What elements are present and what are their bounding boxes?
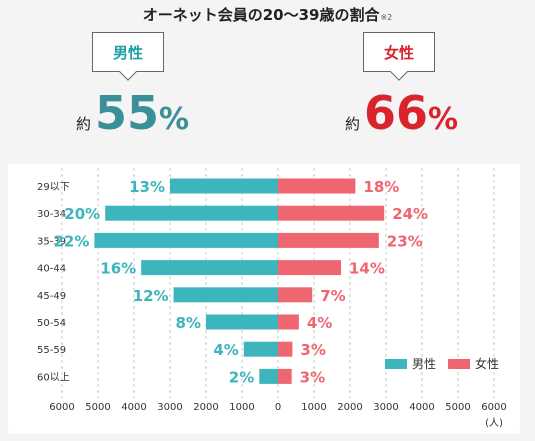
bar-female <box>278 341 293 357</box>
bar-male <box>206 314 278 330</box>
x-tick-label: 2000 <box>337 402 362 413</box>
data-label-female: 3% <box>300 341 325 359</box>
data-label-male: 22% <box>53 232 89 250</box>
male-badge: 男性 <box>92 32 164 72</box>
data-label-female: 4% <box>307 314 332 332</box>
male-unit: % <box>159 102 190 137</box>
x-tick-label: 4000 <box>409 402 434 413</box>
data-label-male: 13% <box>129 178 165 196</box>
x-tick-label: 6000 <box>49 402 74 413</box>
bar-male <box>94 232 279 248</box>
category-label: 29以下 <box>37 182 70 193</box>
category-label: 60以上 <box>37 371 70 383</box>
bar-female <box>278 314 299 330</box>
category-label: 55-59 <box>37 345 66 356</box>
legend-label-male: 男性 <box>412 357 437 371</box>
data-label-female: 3% <box>300 368 325 386</box>
bar-male <box>141 260 278 276</box>
category-label: 45-49 <box>37 291 66 302</box>
chart-panel: 29以下 13% 18% 30-34 20% 24% 35-39 22% 23% 40-44 16%… <box>8 164 520 434</box>
category-label: 30-34 <box>37 209 66 220</box>
bar-female <box>278 178 356 194</box>
bar-female <box>278 368 292 384</box>
data-label-male: 8% <box>176 314 201 332</box>
bar-female <box>278 260 341 276</box>
data-label-female: 7% <box>320 287 345 305</box>
chart-title: オーネット会員の20～39歳の割合※2 <box>142 6 393 24</box>
x-axis-unit: (人) <box>485 417 503 429</box>
male-approx-label: 約 <box>76 115 92 133</box>
legend-swatch-female <box>448 358 471 369</box>
bar-male <box>170 178 278 194</box>
legend-label-female: 女性 <box>475 357 500 371</box>
category-label: 35-39 <box>37 236 66 247</box>
data-label-female: 24% <box>392 205 428 223</box>
x-tick-label: 4000 <box>121 402 146 413</box>
bar-female <box>278 205 385 221</box>
bar-male <box>243 341 278 357</box>
data-label-female: 23% <box>387 232 423 250</box>
bar-male <box>105 205 278 221</box>
x-tick-label: 3000 <box>373 402 398 413</box>
data-label-male: 12% <box>133 287 169 305</box>
data-label-male: 16% <box>100 260 136 278</box>
data-label-female: 14% <box>349 260 385 278</box>
x-tick-label: 5000 <box>445 402 470 413</box>
x-tick-label: 2000 <box>193 402 218 413</box>
female-badge: 女性 <box>363 32 435 72</box>
female-percentage: 約 66 % <box>345 90 458 137</box>
data-label-female: 18% <box>363 178 399 196</box>
bar-female <box>278 287 313 303</box>
x-tick-label: 5000 <box>85 402 110 413</box>
bar-male <box>259 368 278 384</box>
female-approx-label: 約 <box>345 115 361 133</box>
x-tick-label: 6000 <box>481 402 506 413</box>
female-value: 66 <box>364 86 429 140</box>
legend-item-female: 女性 <box>448 355 499 372</box>
x-tick-label: 1000 <box>229 402 254 413</box>
bar-male <box>173 287 278 303</box>
male-percentage: 約 55 % <box>76 90 189 137</box>
category-label: 40-44 <box>37 264 66 275</box>
title-note: ※2 <box>380 13 393 22</box>
category-label: 50-54 <box>37 318 66 329</box>
data-label-male: 2% <box>229 368 254 386</box>
data-label-male: 4% <box>213 341 238 359</box>
x-tick-label: 3000 <box>157 402 182 413</box>
data-label-male: 20% <box>64 205 100 223</box>
x-tick-label: 0 <box>275 402 281 413</box>
x-tick-label: 1000 <box>301 402 326 413</box>
bar-female <box>278 232 379 248</box>
female-unit: % <box>428 102 459 137</box>
legend-item-male: 男性 <box>385 355 436 372</box>
male-value: 55 <box>95 86 160 140</box>
legend: 男性 女性 <box>385 355 511 372</box>
legend-swatch-male <box>385 358 407 369</box>
